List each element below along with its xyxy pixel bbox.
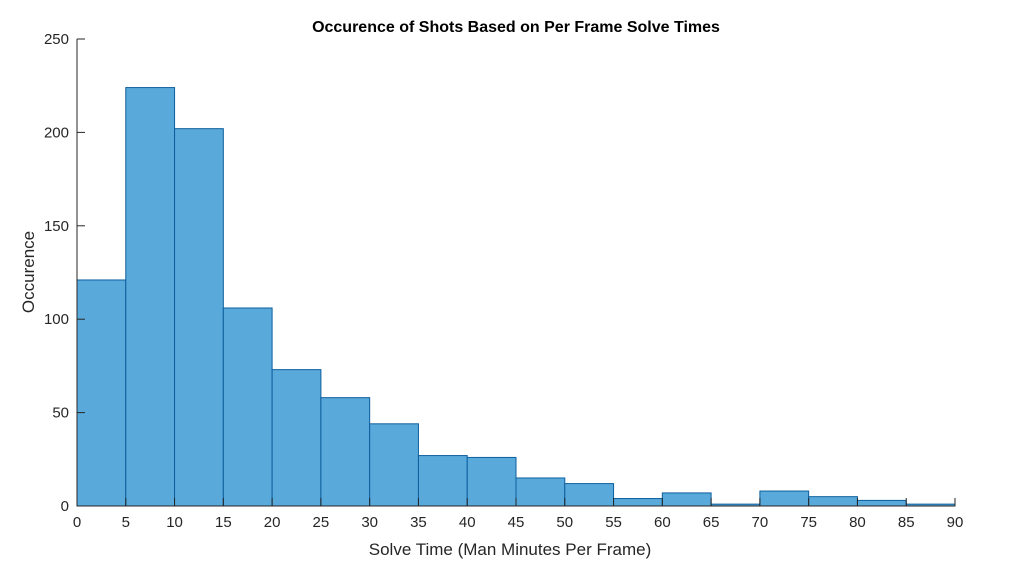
histogram-bar (661, 492, 712, 507)
x-tick-label: 65 (703, 514, 720, 531)
y-tick-label: 250 (44, 31, 69, 48)
x-tick-label: 45 (508, 514, 525, 531)
x-tick-label: 40 (459, 514, 476, 531)
x-tick-label: 15 (215, 514, 232, 531)
histogram-bar (515, 477, 566, 507)
x-tick-label: 0 (73, 514, 81, 531)
x-tick-label: 50 (556, 514, 573, 531)
histogram-bar (759, 490, 810, 507)
x-tick-label: 55 (605, 514, 622, 531)
x-tick-label: 85 (898, 514, 915, 531)
y-axis-label: Occurence (19, 231, 38, 313)
x-tick-label: 60 (654, 514, 671, 531)
x-tick-label: 75 (800, 514, 817, 531)
x-ticks-group: 0 5 10 15 20 25 30 35 40 45 50 55 60 65 70 75 80 85 90 (73, 498, 964, 531)
y-tick-label: 200 (44, 124, 69, 141)
histogram-bar (808, 496, 858, 507)
histogram-bar (613, 498, 663, 507)
x-tick-label: 5 (122, 514, 130, 531)
x-tick-label: 90 (947, 514, 964, 531)
histogram-bar (417, 455, 468, 507)
x-tick-label: 80 (849, 514, 866, 531)
x-tick-label: 35 (410, 514, 427, 531)
histogram-bar (125, 87, 176, 507)
histogram-bar (369, 423, 419, 507)
x-tick-label: 25 (313, 514, 330, 531)
x-tick-label: 70 (752, 514, 769, 531)
histogram-bar (564, 483, 615, 507)
y-tick-label: 150 (44, 218, 69, 235)
y-tick-label: 50 (52, 405, 69, 422)
histogram-bar (856, 499, 907, 507)
x-axis-label: Solve Time (Man Minutes Per Frame) (369, 540, 651, 559)
x-tick-label: 10 (166, 514, 183, 531)
histogram-bar (76, 279, 127, 507)
y-tick-label: 0 (61, 498, 69, 515)
y-tick-label: 100 (44, 311, 69, 328)
chart-title: Occurence of Shots Based on Per Frame So… (312, 19, 720, 36)
x-tick-label: 20 (264, 514, 281, 531)
histogram-bar (466, 456, 517, 507)
bars-group (76, 87, 956, 507)
histogram-bar (320, 397, 371, 507)
y-ticks-group: 0 50 100 150 200 250 (44, 31, 85, 515)
histogram-bar (174, 128, 224, 507)
x-tick-label: 30 (361, 514, 378, 531)
histogram-bar (222, 307, 273, 507)
histogram-bar (271, 369, 322, 507)
